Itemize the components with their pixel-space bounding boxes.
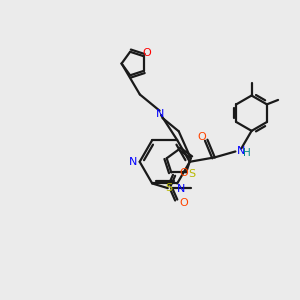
- Text: H: H: [243, 148, 250, 158]
- Text: S: S: [166, 183, 173, 193]
- Text: O: O: [198, 132, 206, 142]
- Text: N: N: [156, 109, 165, 118]
- Text: N: N: [177, 184, 185, 194]
- Text: O: O: [179, 198, 188, 208]
- Text: N: N: [129, 157, 137, 167]
- Text: O: O: [179, 168, 188, 178]
- Text: O: O: [142, 48, 151, 58]
- Text: N: N: [237, 146, 245, 156]
- Text: S: S: [188, 169, 196, 179]
